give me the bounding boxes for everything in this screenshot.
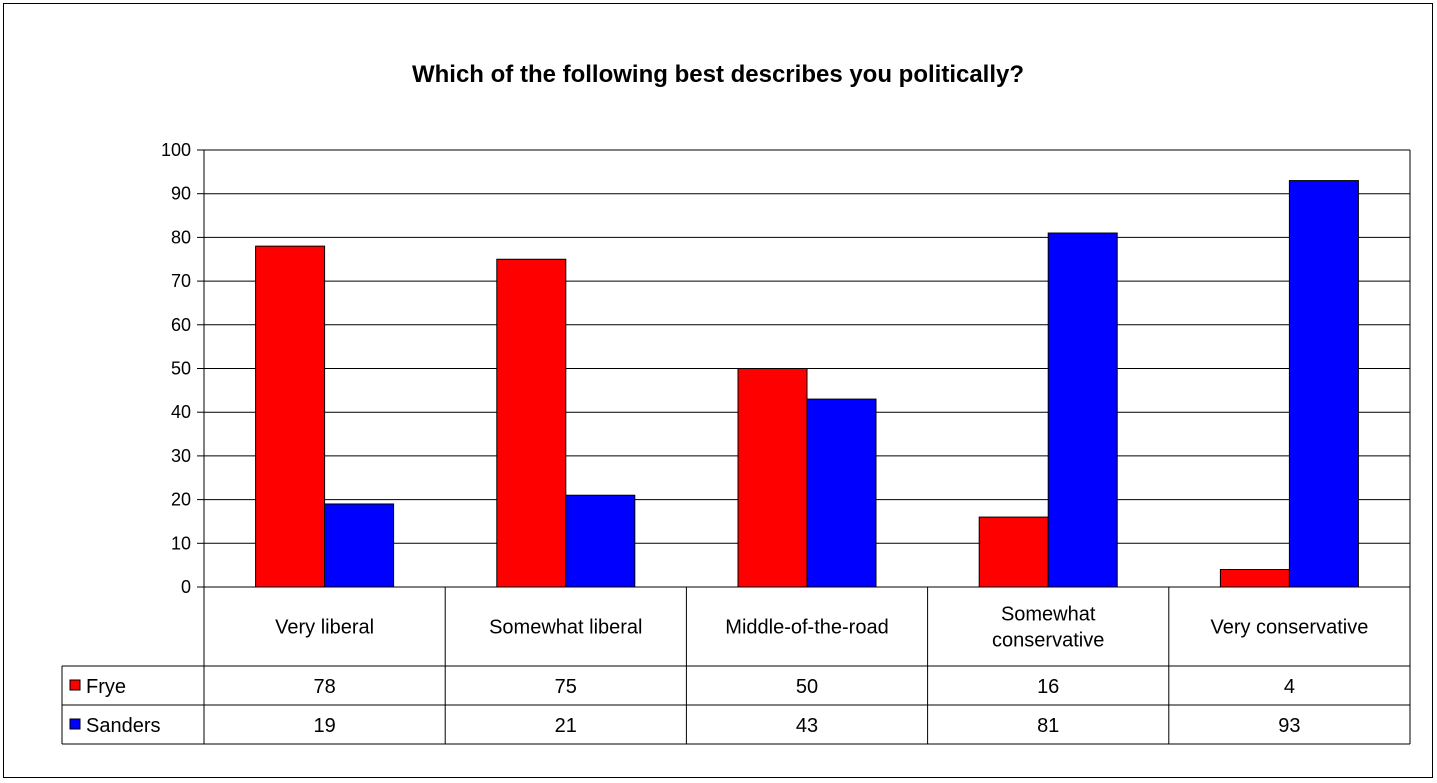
bar-frye xyxy=(255,245,326,588)
data-table: Very liberal Somewhat liberal Middle-of-th… xyxy=(61,586,1411,745)
table-cell: 19 xyxy=(313,715,335,737)
category-label: Middle-of-the-road xyxy=(725,617,888,639)
legend-key-sanders xyxy=(69,718,81,730)
bar-frye xyxy=(496,258,567,588)
bar-sanders xyxy=(565,494,636,588)
table-cell: 4 xyxy=(1284,676,1295,698)
table-cell: 50 xyxy=(796,676,818,698)
y-tick-label: 10 xyxy=(171,533,191,553)
category-label: Somewhat liberal xyxy=(489,617,642,639)
table-cell: 78 xyxy=(313,676,335,698)
y-tick-label: 50 xyxy=(171,359,191,379)
chart-title: Which of the following best describes yo… xyxy=(412,61,1024,88)
y-tick-label: 30 xyxy=(171,446,191,466)
bar-frye xyxy=(1219,569,1290,588)
table-cell: 21 xyxy=(555,715,577,737)
legend-key-frye xyxy=(69,679,81,691)
category-label: Very liberal xyxy=(275,617,374,639)
category-label: conservative xyxy=(992,630,1104,652)
y-tick-label: 40 xyxy=(171,402,191,422)
bar-sanders xyxy=(806,398,877,588)
table-cell: 43 xyxy=(796,715,818,737)
table-cell: 75 xyxy=(555,676,577,698)
bar-sanders xyxy=(1288,180,1359,588)
y-tick-label: 60 xyxy=(171,315,191,335)
bar-frye xyxy=(737,368,808,588)
y-axis-ticks: 0 10 20 30 40 50 60 70 80 90 100 xyxy=(161,140,191,597)
table-cell: 16 xyxy=(1037,676,1059,698)
y-tick-label: 70 xyxy=(171,271,191,291)
y-tick-label: 20 xyxy=(171,490,191,510)
legend-label-sanders: Sanders xyxy=(86,715,161,737)
bar-sanders xyxy=(1047,232,1118,588)
legend-label-frye: Frye xyxy=(86,676,126,698)
category-label: Somewhat xyxy=(1001,604,1096,626)
y-tick-label: 80 xyxy=(171,227,191,247)
bar-frye xyxy=(978,516,1049,588)
table-cell: 81 xyxy=(1037,715,1059,737)
category-label: Very conservative xyxy=(1210,617,1368,639)
y-tick-label: 100 xyxy=(161,140,191,160)
y-tick-label: 0 xyxy=(181,577,191,597)
y-tick-label: 90 xyxy=(171,184,191,204)
table-cell: 93 xyxy=(1278,715,1300,737)
chart-frame xyxy=(3,3,1433,778)
bar-sanders xyxy=(324,503,395,588)
bars xyxy=(255,180,1359,588)
